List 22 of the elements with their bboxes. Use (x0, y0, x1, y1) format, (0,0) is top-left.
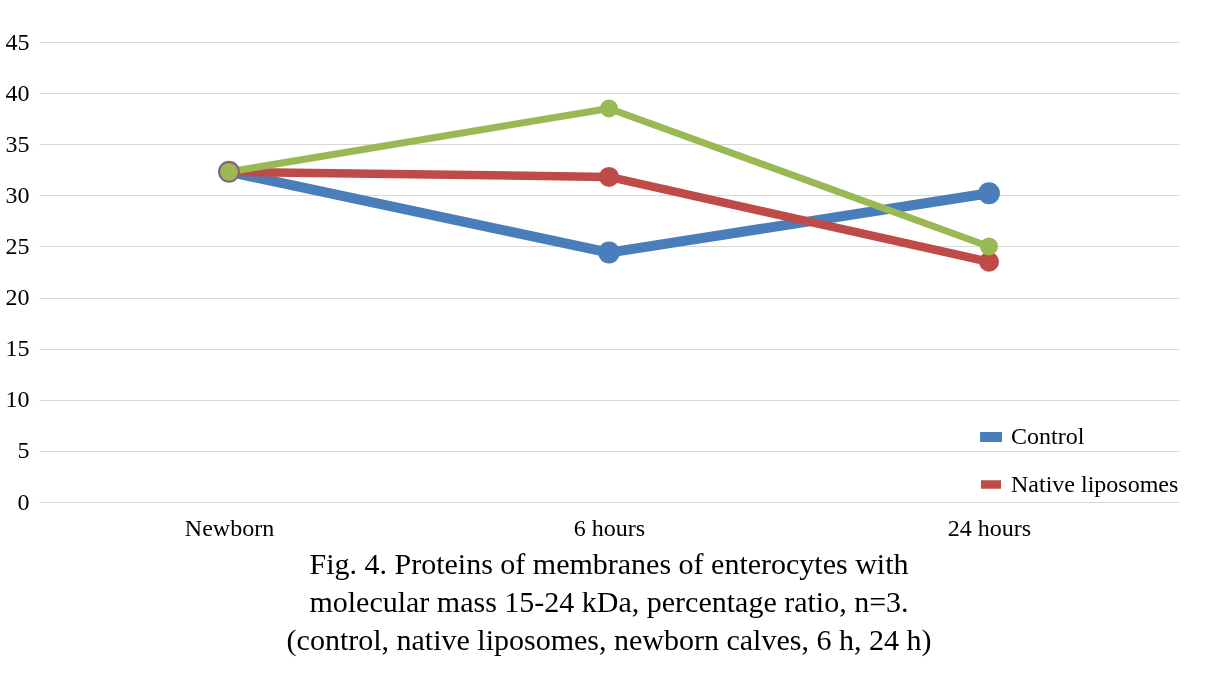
y-tick-label: 45 (5, 28, 30, 55)
y-tick-label: 20 (5, 284, 30, 311)
y-tick-label: 0 (17, 488, 30, 515)
x-tick-label: Newborn (184, 514, 275, 541)
point (600, 99, 618, 118)
x-tick-label: 6 hours (573, 514, 646, 541)
legend-label: Control (1011, 423, 1085, 449)
y-tick-label: 35 (5, 130, 30, 157)
y-tick-label: 40 (5, 79, 30, 106)
point (979, 251, 999, 272)
legend-label: Native liposomes (1011, 470, 1179, 497)
x-tick-label: 24 hours (947, 514, 1032, 541)
y-tick-label: 5 (17, 437, 30, 464)
point (978, 182, 1000, 205)
y-tick-label: 10 (5, 386, 30, 413)
point (980, 237, 998, 256)
point (599, 166, 619, 187)
caption: Fig. 4. Proteins of membranes of enterocytes with molecular mass 15-24 kDa, percentage ratio, n=3. (control, native liposomes, newborn calves, 6 h, 24 h) (286, 547, 932, 657)
y-tick-label: 15 (5, 335, 30, 362)
y-tick-label: 25 (5, 232, 30, 259)
y-tick-label: 30 (5, 181, 30, 208)
point (598, 241, 620, 264)
